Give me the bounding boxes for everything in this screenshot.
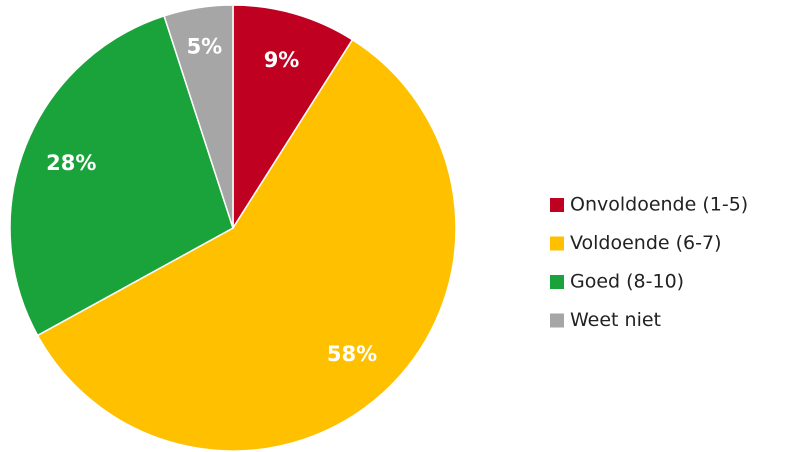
legend-label: Goed (8-10) <box>570 271 684 293</box>
legend-label: Onvoldoende (1-5) <box>570 194 748 216</box>
legend-swatch <box>550 236 564 251</box>
pie-slice <box>232 4 354 231</box>
legend-swatch <box>550 275 564 289</box>
legend-swatch <box>550 313 564 328</box>
pie-slice <box>163 4 234 229</box>
legend-swatch <box>550 198 564 212</box>
legend-label: Weet niet <box>570 309 661 331</box>
value-label: 28% <box>46 151 96 175</box>
value-label: 9% <box>264 48 300 72</box>
value-label: 5% <box>187 34 223 58</box>
legend-label: Voldoende (6-7) <box>570 232 722 254</box>
pie-slice <box>36 38 457 452</box>
pie-slice <box>9 14 234 337</box>
value-label: 58% <box>327 342 377 366</box>
